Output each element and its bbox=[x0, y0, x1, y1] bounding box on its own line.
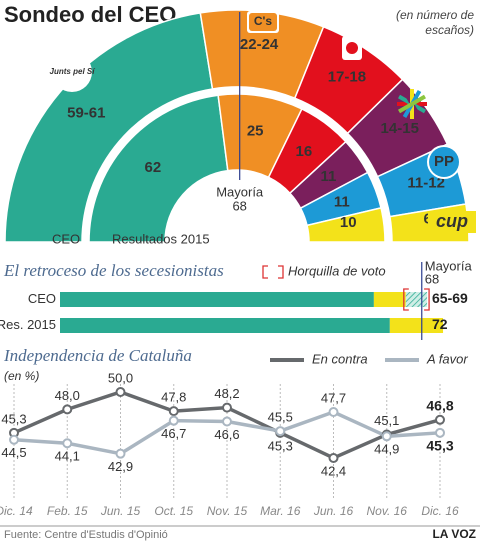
total-label: 65-69 bbox=[432, 290, 468, 306]
brand: LA VOZ bbox=[432, 527, 476, 541]
point bbox=[222, 416, 232, 427]
seat-label: 17-18 bbox=[328, 68, 366, 85]
value-label: 48,2 bbox=[214, 386, 239, 401]
x-tick-label: Dic. 14 bbox=[0, 504, 33, 518]
point bbox=[62, 438, 73, 449]
value-label: 50,0 bbox=[108, 370, 133, 385]
row-label: Res. 2015 bbox=[0, 317, 56, 332]
value-label: 44,5 bbox=[1, 445, 26, 460]
majority-label: Mayoría bbox=[216, 184, 264, 199]
point bbox=[115, 387, 126, 397]
x-tick-label: Jun. 16 bbox=[313, 504, 354, 518]
bar-segment bbox=[389, 318, 444, 333]
point bbox=[222, 402, 232, 413]
section-title: El retroceso de los secesionistas bbox=[3, 261, 224, 280]
point bbox=[328, 406, 339, 417]
bar-segment bbox=[60, 318, 390, 333]
value-label: 46,6 bbox=[214, 427, 239, 442]
value-label: 47,7 bbox=[321, 390, 346, 405]
x-tick-label: Jun. 15 bbox=[100, 504, 141, 518]
party-logo bbox=[428, 211, 476, 233]
value-label: 48,0 bbox=[55, 388, 80, 403]
x-tick-label: Mar. 16 bbox=[260, 504, 301, 518]
x-tick-label: Nov. 16 bbox=[367, 504, 408, 518]
value-label: 46,7 bbox=[161, 426, 186, 441]
point bbox=[275, 426, 286, 437]
range-bracket bbox=[403, 288, 430, 311]
majority-value: 68 bbox=[232, 198, 246, 213]
x-tick-label: Dic. 16 bbox=[421, 504, 459, 518]
seat-label: 11 bbox=[334, 193, 350, 210]
point bbox=[62, 404, 73, 415]
value-label: 42,4 bbox=[321, 463, 346, 478]
party-logo bbox=[249, 13, 277, 31]
party-name: Junts pel Sí bbox=[50, 67, 97, 76]
party-name: PP bbox=[434, 153, 454, 170]
seat-label: 16 bbox=[296, 143, 313, 160]
party-logo bbox=[398, 94, 426, 114]
note: (en número de escaños) bbox=[395, 8, 474, 37]
seat-label: 62 bbox=[145, 159, 162, 176]
point bbox=[168, 406, 179, 417]
value-label: 45,1 bbox=[374, 413, 399, 428]
value-label: 47,8 bbox=[161, 390, 186, 405]
point bbox=[435, 427, 445, 438]
bar-segment bbox=[373, 292, 406, 307]
value-label: 44,9 bbox=[374, 442, 399, 457]
ring-label: CEO bbox=[52, 231, 80, 246]
party-logo bbox=[429, 147, 459, 177]
bar-segment bbox=[60, 292, 374, 307]
point bbox=[9, 434, 19, 445]
value-label: 45,5 bbox=[268, 410, 293, 425]
value-label: 45,3 bbox=[426, 438, 453, 454]
value-label: 46,8 bbox=[426, 397, 453, 413]
row-label: CEO bbox=[28, 291, 56, 306]
ring-label: Resultados 2015 bbox=[112, 231, 210, 246]
subtitle: (en %) bbox=[4, 369, 39, 383]
point bbox=[435, 414, 445, 425]
point bbox=[328, 453, 339, 463]
value-label: 42,9 bbox=[108, 459, 133, 474]
source: Fuente: Centre d'Estudis d'Opinió bbox=[4, 529, 168, 541]
majority-label: Mayoría bbox=[425, 258, 473, 273]
x-tick-label: Feb. 15 bbox=[47, 504, 88, 518]
value-label: 44,1 bbox=[55, 449, 80, 464]
legend-label: En contra bbox=[312, 351, 368, 366]
x-tick-label: Oct. 15 bbox=[154, 504, 193, 518]
point bbox=[168, 415, 179, 426]
party-logo bbox=[346, 42, 358, 54]
point bbox=[115, 448, 126, 459]
seat-segment bbox=[88, 94, 229, 243]
seat-label: 10 bbox=[340, 214, 357, 231]
legend-bracket bbox=[262, 265, 284, 279]
legend-label: A favor bbox=[426, 351, 468, 366]
seat-label: 25 bbox=[247, 122, 264, 139]
total-label: 72 bbox=[432, 316, 448, 332]
party-name: C's bbox=[254, 14, 273, 28]
seat-label: 11 bbox=[320, 168, 336, 185]
legend-label: Horquilla de voto bbox=[288, 263, 386, 278]
x-tick-label: Nov. 15 bbox=[207, 504, 248, 518]
seat-segment bbox=[306, 206, 386, 243]
seat-label: 22-24 bbox=[240, 36, 279, 53]
point bbox=[381, 431, 392, 442]
party-logo bbox=[52, 52, 92, 92]
seat-label: 14-15 bbox=[381, 120, 419, 137]
majority-value: 68 bbox=[425, 271, 439, 286]
value-label: 45,3 bbox=[268, 438, 293, 453]
seat-label: 11-12 bbox=[407, 174, 445, 191]
section-title: Independencia de Cataluña bbox=[3, 346, 192, 365]
range-hatch bbox=[405, 292, 428, 307]
value-label: 45,3 bbox=[1, 411, 26, 426]
party-name: cup bbox=[436, 211, 468, 231]
page-title: Sondeo del CEO bbox=[4, 2, 176, 27]
seat-label: 59-61 bbox=[67, 105, 105, 122]
